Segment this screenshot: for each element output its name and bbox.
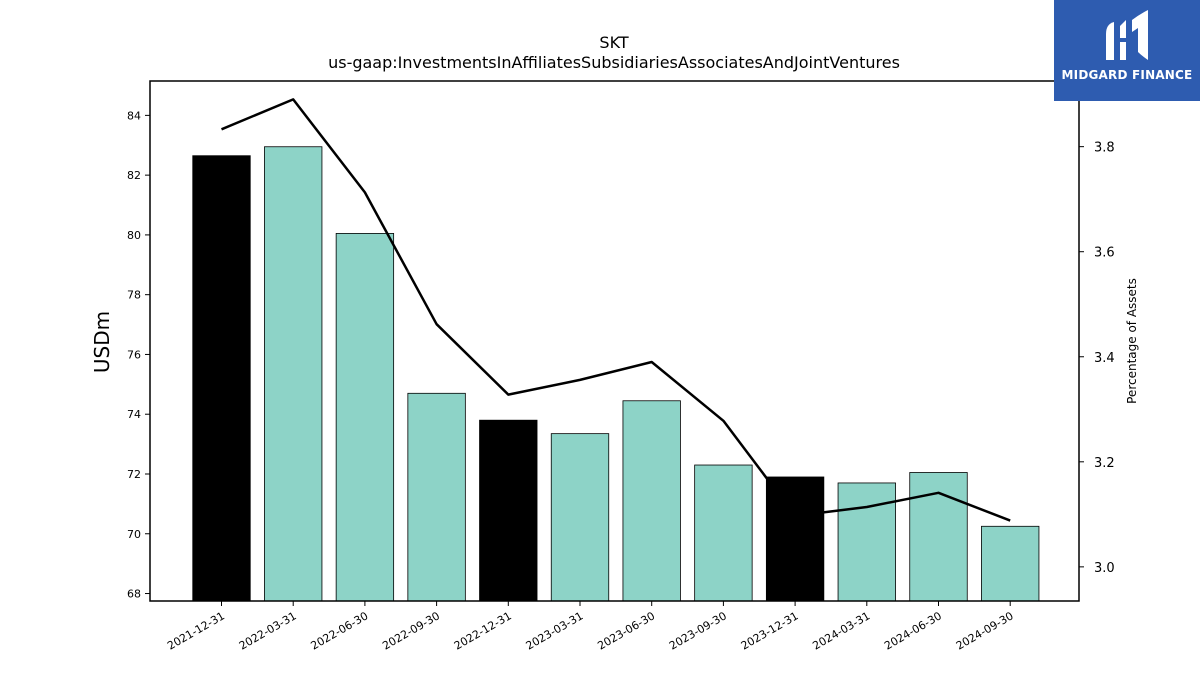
bar	[622, 400, 681, 602]
y2-tick-label: 3.6	[1094, 246, 1115, 261]
x-tick-label: 2022-03-31	[237, 609, 299, 652]
percentage-of-assets-line	[221, 98, 1011, 522]
x-tick-label: 2023-09-30	[667, 609, 729, 652]
x-tick-label: 2024-03-31	[810, 609, 872, 652]
x-tick-label: 2024-09-30	[954, 609, 1016, 652]
y2-axis-label: Percentage of Assets	[1125, 278, 1139, 404]
plot-frame	[149, 80, 1080, 602]
midgard-logo-icon	[1106, 10, 1148, 60]
x-tick-label: 2023-06-30	[595, 609, 657, 652]
chart-subtitle: us-gaap:InvestmentsInAffiliatesSubsidiar…	[328, 53, 900, 72]
bar	[264, 146, 323, 602]
chart-title: SKT	[599, 33, 628, 52]
y-tick-label: 80	[127, 229, 141, 242]
x-tick-label: 2022-09-30	[380, 609, 442, 652]
y-tick-label: 78	[127, 289, 141, 302]
x-tick-label: 2022-12-31	[452, 609, 514, 652]
bar	[335, 233, 395, 602]
bar	[479, 419, 538, 602]
y-tick-label: 74	[127, 408, 141, 421]
y2-tick-label: 3.0	[1094, 561, 1115, 576]
x-tick-label: 2024-06-30	[882, 609, 944, 652]
logo-text: MIDGARD FINANCE	[1061, 68, 1193, 82]
bar	[192, 155, 251, 602]
y2-tick-label: 3.8	[1094, 141, 1115, 156]
y-tick-label: 68	[127, 588, 141, 601]
x-tick-label: 2023-03-31	[524, 609, 586, 652]
x-tick-label: 2022-06-30	[309, 609, 371, 652]
bar	[550, 433, 610, 602]
x-tick-label: 2023-12-31	[739, 609, 801, 652]
midgard-finance-logo: MIDGARD FINANCE	[1054, 0, 1200, 101]
y-axis-label: USDm	[90, 311, 114, 373]
bar	[407, 392, 466, 602]
y-tick-label: 82	[127, 169, 141, 182]
bar	[765, 476, 825, 602]
bar	[694, 464, 753, 602]
y-tick-label: 76	[127, 348, 141, 361]
y-tick-label: 84	[127, 109, 141, 122]
bar	[981, 525, 1040, 602]
y2-tick-label: 3.2	[1094, 456, 1115, 471]
y-tick-label: 72	[127, 468, 141, 481]
y-tick-label: 70	[127, 528, 141, 541]
bar	[837, 482, 896, 602]
y2-tick-label: 3.4	[1094, 351, 1115, 366]
x-tick-label: 2021-12-31	[165, 609, 227, 652]
